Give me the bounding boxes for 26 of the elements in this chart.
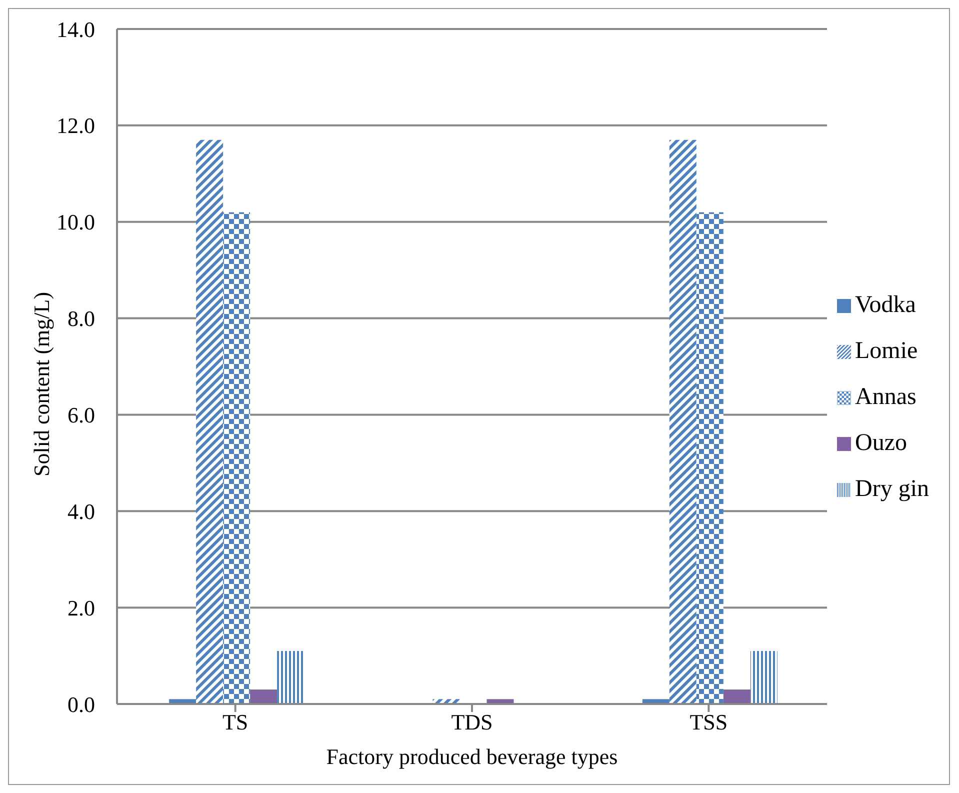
y-tick-label: 6.0: [68, 402, 95, 428]
x-tick-label: TDS: [451, 710, 493, 735]
legend-label: Annas: [855, 384, 916, 410]
y-tick-label: 10.0: [56, 210, 95, 235]
bar: [669, 140, 696, 704]
legend-label: Lomie: [855, 338, 918, 364]
bar: [223, 212, 250, 704]
x-tick-label: TS: [222, 710, 248, 735]
bar: [250, 690, 278, 704]
y-tick-label: 4.0: [68, 498, 95, 524]
legend-label: Ouzo: [855, 430, 907, 456]
bar: [750, 650, 778, 704]
y-tick-label: 14.0: [56, 16, 95, 42]
x-tick-label: TSS: [690, 710, 728, 735]
y-tick-label: 2.0: [68, 595, 95, 620]
y-tick-label: 8.0: [68, 306, 95, 332]
y-tick-label: 0.0: [68, 692, 95, 717]
bar: [723, 690, 750, 704]
bar: [277, 650, 304, 704]
bar: [196, 140, 224, 704]
bar: [696, 212, 724, 704]
x-axis-title: Factory produced beverage types: [326, 744, 618, 769]
y-tick-label: 12.0: [56, 113, 95, 138]
legend-label: Dry gin: [855, 476, 929, 502]
legend-label: Vodka: [855, 292, 916, 318]
y-axis-title: Solid content (mg/L): [28, 292, 54, 476]
